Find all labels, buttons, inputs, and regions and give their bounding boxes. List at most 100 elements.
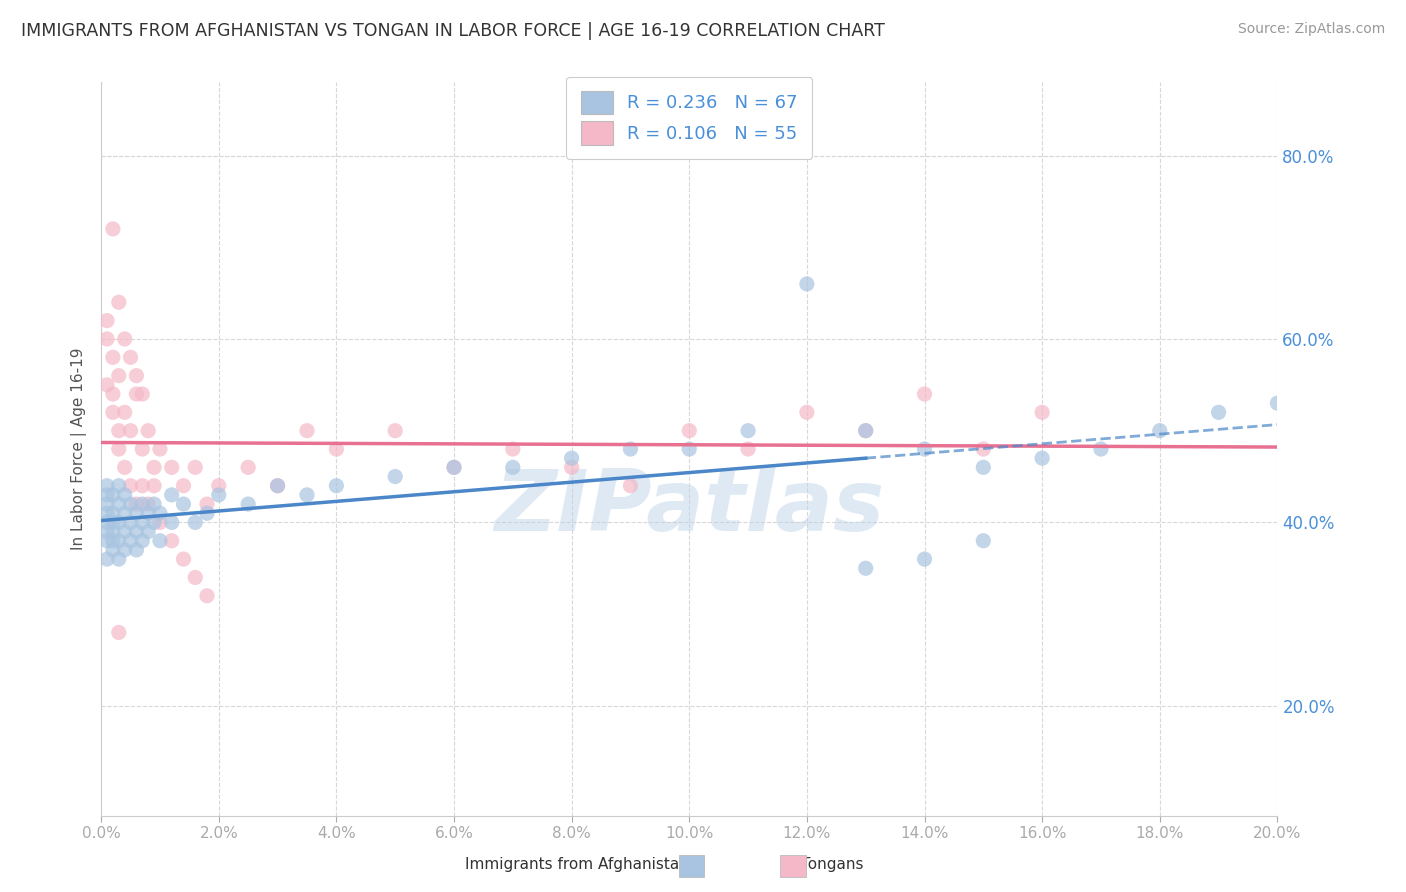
Point bbox=[737, 442, 759, 456]
Point bbox=[107, 424, 129, 438]
Point bbox=[796, 277, 818, 291]
Point bbox=[184, 516, 207, 530]
Point bbox=[678, 424, 700, 438]
Point bbox=[143, 516, 166, 530]
Point bbox=[1208, 405, 1230, 419]
Point bbox=[149, 442, 172, 456]
Point bbox=[125, 542, 148, 557]
Point bbox=[125, 387, 148, 401]
Point bbox=[855, 424, 877, 438]
Point bbox=[114, 506, 136, 520]
Point bbox=[96, 533, 118, 548]
Point bbox=[107, 625, 129, 640]
Point bbox=[101, 524, 124, 539]
Point bbox=[384, 424, 406, 438]
Point bbox=[678, 442, 700, 456]
Point bbox=[96, 332, 118, 346]
Point bbox=[114, 405, 136, 419]
Point bbox=[131, 442, 153, 456]
Point bbox=[125, 506, 148, 520]
Text: Source: ZipAtlas.com: Source: ZipAtlas.com bbox=[1237, 22, 1385, 37]
Point bbox=[101, 222, 124, 236]
Point bbox=[443, 460, 465, 475]
Point bbox=[101, 405, 124, 419]
Point bbox=[131, 387, 153, 401]
Point bbox=[96, 377, 118, 392]
Point bbox=[120, 424, 142, 438]
Point bbox=[107, 497, 129, 511]
Point bbox=[131, 516, 153, 530]
Point bbox=[101, 533, 124, 548]
Point bbox=[101, 387, 124, 401]
Point bbox=[120, 497, 142, 511]
Point bbox=[195, 589, 218, 603]
Point bbox=[160, 488, 183, 502]
Point bbox=[125, 368, 148, 383]
Point bbox=[502, 460, 524, 475]
Point bbox=[96, 524, 118, 539]
Point bbox=[96, 516, 118, 530]
Point bbox=[561, 460, 583, 475]
Point bbox=[101, 542, 124, 557]
Point bbox=[107, 533, 129, 548]
Point bbox=[914, 442, 936, 456]
Point bbox=[107, 442, 129, 456]
Point bbox=[120, 479, 142, 493]
Point bbox=[131, 479, 153, 493]
Point bbox=[160, 533, 183, 548]
Point bbox=[96, 479, 118, 493]
Point bbox=[972, 533, 994, 548]
Point bbox=[325, 442, 347, 456]
Point bbox=[238, 497, 260, 511]
Point bbox=[195, 506, 218, 520]
Point bbox=[149, 533, 172, 548]
Point bbox=[114, 332, 136, 346]
Point bbox=[149, 506, 172, 520]
Point bbox=[96, 506, 118, 520]
Point bbox=[101, 351, 124, 365]
Point bbox=[120, 351, 142, 365]
Point bbox=[125, 497, 148, 511]
Point bbox=[619, 479, 641, 493]
Point bbox=[972, 442, 994, 456]
Point bbox=[1149, 424, 1171, 438]
Point bbox=[208, 488, 231, 502]
Point bbox=[238, 460, 260, 475]
Point bbox=[855, 424, 877, 438]
Point bbox=[295, 488, 318, 502]
Point bbox=[107, 479, 129, 493]
Point bbox=[619, 442, 641, 456]
Point bbox=[120, 516, 142, 530]
Point bbox=[101, 506, 124, 520]
Point bbox=[107, 552, 129, 566]
Text: IMMIGRANTS FROM AFGHANISTAN VS TONGAN IN LABOR FORCE | AGE 16-19 CORRELATION CHA: IMMIGRANTS FROM AFGHANISTAN VS TONGAN IN… bbox=[21, 22, 884, 40]
Point bbox=[114, 488, 136, 502]
Y-axis label: In Labor Force | Age 16-19: In Labor Force | Age 16-19 bbox=[72, 348, 87, 550]
Point bbox=[195, 497, 218, 511]
Legend: R = 0.236   N = 67, R = 0.106   N = 55: R = 0.236 N = 67, R = 0.106 N = 55 bbox=[567, 77, 813, 159]
Point bbox=[114, 460, 136, 475]
Point bbox=[972, 460, 994, 475]
Point bbox=[172, 552, 194, 566]
Point bbox=[266, 479, 288, 493]
Point bbox=[172, 479, 194, 493]
Point bbox=[107, 516, 129, 530]
Point bbox=[120, 533, 142, 548]
Point bbox=[136, 497, 159, 511]
Point bbox=[125, 524, 148, 539]
Point bbox=[796, 405, 818, 419]
Point bbox=[384, 469, 406, 483]
Point bbox=[143, 479, 166, 493]
Point bbox=[1031, 405, 1053, 419]
Point bbox=[1267, 396, 1289, 410]
Point bbox=[914, 552, 936, 566]
Point bbox=[325, 479, 347, 493]
Point bbox=[855, 561, 877, 575]
Point bbox=[96, 552, 118, 566]
Point bbox=[96, 313, 118, 327]
Point bbox=[114, 542, 136, 557]
Text: ZIPatlas: ZIPatlas bbox=[494, 467, 884, 549]
Point bbox=[96, 488, 118, 502]
Point bbox=[101, 488, 124, 502]
Point bbox=[172, 497, 194, 511]
